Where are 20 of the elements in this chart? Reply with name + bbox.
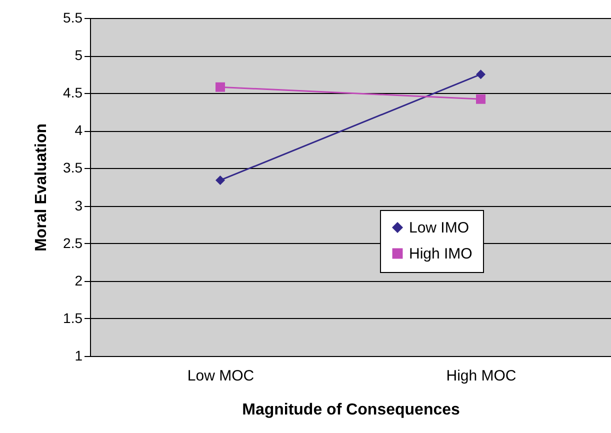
x-tick-label: High MOC [446, 368, 516, 384]
y-tick-label: 4.5 [63, 84, 83, 101]
y-tick-label: 5 [74, 47, 83, 64]
point [216, 82, 225, 92]
y-axis-title: Moral Evaluation [33, 123, 50, 252]
y-tick-label: 5.5 [63, 10, 83, 26]
y-tick-label: 1.5 [63, 310, 83, 326]
x-tick-label: Low MOC [187, 368, 254, 384]
legend-label: Low IMO [409, 220, 470, 236]
y-tick-label: 3.5 [63, 160, 83, 176]
y-tick-label: 4 [74, 122, 83, 138]
y-tick-label: 1 [74, 348, 83, 364]
point [476, 70, 486, 80]
point [216, 175, 225, 185]
point [476, 94, 486, 104]
legend-label: High IMO [409, 246, 472, 262]
x-axis-title: Magnitude of Consequences [242, 402, 460, 418]
y-tick-label: 3 [74, 197, 83, 214]
y-tick-label: 2.5 [63, 234, 83, 251]
y-tick-label: 2 [74, 272, 83, 288]
